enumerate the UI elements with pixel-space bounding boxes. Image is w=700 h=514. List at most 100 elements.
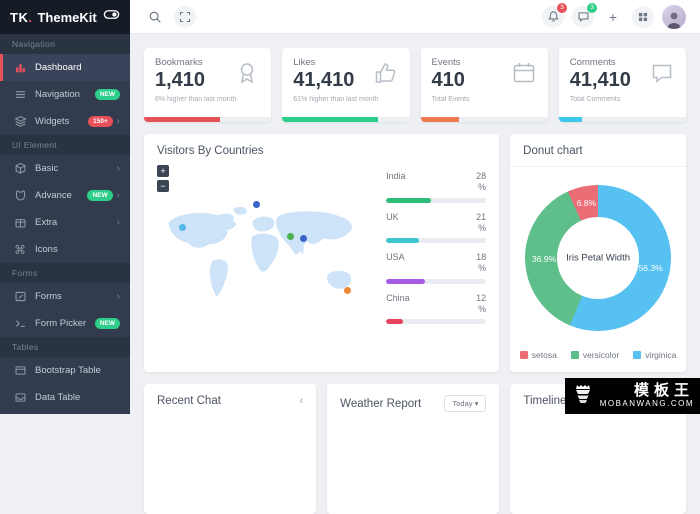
stat-progress-track [282,117,409,122]
table-icon [13,364,27,378]
map-zoom-in-button[interactable]: + [157,165,169,177]
thumbs-up-icon [373,60,399,91]
stat-card-likes[interactable]: Likes 41,410 61% higher than last month [282,48,409,122]
sidebar: TK. ThemeKit Navigation Dashboard Naviga… [0,0,130,414]
fullscreen-icon[interactable] [174,6,196,28]
donut-chart[interactable]: Iris Petal Width 56.3% 36.9% 6.8% [525,185,671,331]
visitors-by-countries-card: Visitors By Countries [144,134,499,372]
country-progress-track [386,319,486,324]
chat-bubble-icon [649,60,675,91]
user-avatar[interactable] [662,5,686,29]
sidebar-item-advance[interactable]: Advance NEW › [0,182,130,209]
weather-filter-dropdown[interactable]: Today ▾ [444,395,486,412]
add-icon[interactable]: + [602,6,624,28]
legend-swatch [633,351,641,359]
stat-card-events[interactable]: Events 410 Total Events [421,48,548,122]
country-value: 18% [476,252,486,275]
edit-icon [13,290,27,304]
country-name: India [386,171,406,194]
stat-card-bookmarks[interactable]: Bookmarks 1,410 6% higher than last mont… [144,48,271,122]
ribbon-icon [234,60,260,91]
command-icon: ⌘ [13,243,27,257]
stat-progress-fill [421,117,459,122]
sidebar-item-extra[interactable]: Extra › [0,209,130,236]
donut-slice-label-setosa: 6.8% [577,198,596,208]
stats-row: Bookmarks 1,410 6% higher than last mont… [144,48,686,122]
new-badge: NEW [95,318,120,329]
stat-subtitle: 6% higher than last month [155,96,260,103]
legend-swatch [520,351,528,359]
map-zoom-out-button[interactable]: − [157,180,169,192]
country-row-india: India 28% [386,171,486,203]
country-progress-fill [386,238,419,243]
sidebar-item-basic[interactable]: Basic › [0,155,130,182]
notifications-bell-icon[interactable]: 3 [542,6,564,28]
map-marker-usa[interactable] [179,224,186,231]
watermark-logo-icon [571,381,595,410]
stat-progress-fill [559,117,582,122]
sidebar-section-tables: Tables [0,337,130,357]
sidebar-item-widgets[interactable]: Widgets 150+ › [0,108,130,135]
stat-card-comments[interactable]: Comments 41,410 Total Comments [559,48,686,122]
chevron-right-icon: › [117,291,120,302]
country-row-china: China 12% [386,293,486,325]
legend-item-virginica[interactable]: virginica [633,350,676,360]
sidebar-item-bootstrap-table[interactable]: Bootstrap Table [0,357,130,384]
legend-item-setosa[interactable]: setosa [520,350,557,360]
watermark-cn-text: 模板王 [634,383,694,400]
map-marker-uk[interactable] [253,201,260,208]
stat-subtitle: 61% higher than last month [293,96,398,103]
stat-progress-track [559,117,686,122]
sidebar-toggle-icon[interactable] [103,7,120,27]
chevron-right-icon: › [117,163,120,174]
brand-logo-tk: TK. [10,10,32,25]
bar-chart-icon [13,61,27,75]
country-name: USA [386,252,405,275]
map-marker-australia[interactable] [344,287,351,294]
brand-name: ThemeKit [37,10,103,25]
terminal-icon [13,317,27,331]
country-row-uk: UK 21% [386,212,486,244]
recent-chat-title: Recent Chat [157,395,221,407]
new-badge: NEW [95,89,120,100]
sidebar-item-navigation[interactable]: Navigation NEW [0,81,130,108]
sidebar-section-forms: Forms [0,263,130,283]
notification-count-badge: 3 [557,3,567,13]
country-row-usa: USA 18% [386,252,486,284]
messages-icon[interactable]: 3 [572,6,594,28]
sidebar-item-forms[interactable]: Forms › [0,283,130,310]
legend-item-versicolor[interactable]: versicolor [571,350,619,360]
country-name: UK [386,212,399,235]
world-map[interactable]: + − [157,165,374,355]
sidebar-item-form-picker[interactable]: Form Picker NEW [0,310,130,337]
middle-row: Visitors By Countries [144,134,686,372]
chevron-left-icon[interactable]: ‹ [300,395,304,407]
country-value: 21% [476,212,486,235]
package-icon [13,216,27,230]
donut-legend: setosa versicolor virginica [523,348,673,361]
chevron-right-icon: › [117,116,120,127]
mask-icon [13,189,27,203]
weather-report-title: Weather Report [340,398,421,410]
brand-logo-dot: . [28,10,32,25]
watermark-mobanwang: 模板王 MOBANWANG.COM [565,378,700,414]
cube-icon [13,162,27,176]
weather-report-card: Weather Report Today ▾ [327,384,499,514]
layers-icon [13,115,27,129]
country-progress-fill [386,198,431,203]
sidebar-item-icons[interactable]: ⌘ Icons [0,236,130,263]
donut-center-label: Iris Petal Width [566,252,630,263]
country-progress-track [386,279,486,284]
country-value: 12% [476,293,486,316]
calendar-icon [511,60,537,91]
sidebar-item-dashboard[interactable]: Dashboard [0,54,130,81]
country-name: China [386,293,410,316]
brand-logo[interactable]: TK. ThemeKit [0,0,130,34]
stat-progress-track [421,117,548,122]
recent-chat-card: Recent Chat ‹ [144,384,316,514]
search-icon[interactable] [144,6,166,28]
chevron-right-icon: › [117,190,120,201]
sidebar-item-data-table[interactable]: Data Table [0,384,130,411]
inbox-icon [13,391,27,405]
apps-grid-icon[interactable] [632,6,654,28]
